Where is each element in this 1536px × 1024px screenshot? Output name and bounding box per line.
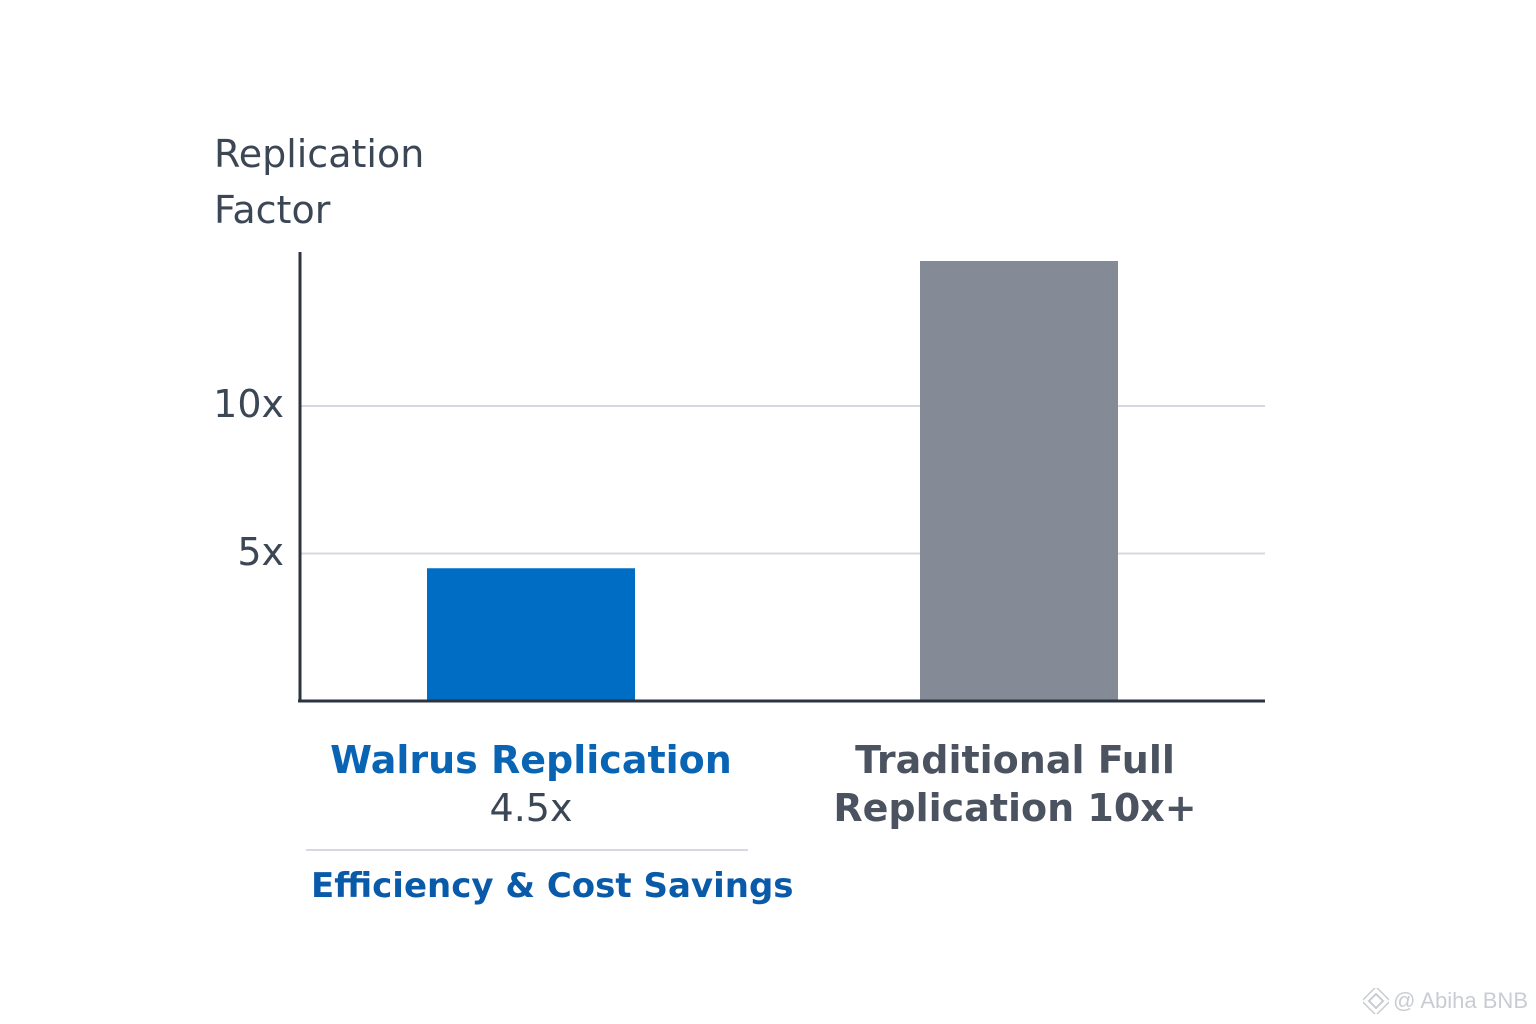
efficiency-annotation: Efficiency & Cost Savings bbox=[311, 866, 794, 906]
gridlines bbox=[300, 405, 1265, 555]
traditional-bar bbox=[920, 261, 1118, 701]
walrus-value-label: 4.5x bbox=[489, 786, 573, 830]
traditional-category-label-line-2: Replication 10x+ bbox=[833, 786, 1197, 830]
y-tick-label-10x: 10x bbox=[213, 382, 284, 426]
y-axis-label-line-1: Replication bbox=[214, 132, 425, 176]
binance-diamond-icon bbox=[1363, 988, 1390, 1014]
walrus-category-label: Walrus Replication bbox=[330, 738, 732, 782]
bars bbox=[427, 261, 1118, 701]
traditional-category-label-line-1: Traditional Full bbox=[855, 738, 1175, 782]
annotation-divider bbox=[306, 849, 748, 851]
walrus-bar bbox=[427, 568, 635, 701]
watermark-text: @ Abiha BNB bbox=[1393, 988, 1528, 1013]
y-tick-label-5x: 5x bbox=[237, 529, 284, 574]
axes bbox=[298, 252, 1265, 703]
y-axis-label-line-2: Factor bbox=[214, 188, 331, 232]
watermark: @ Abiha BNB bbox=[1363, 988, 1528, 1014]
